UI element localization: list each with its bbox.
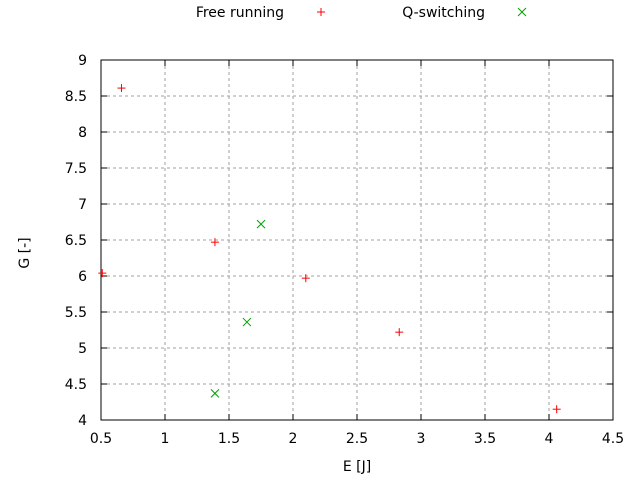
- cross-icon: [517, 7, 527, 17]
- legend: Free running Q-switching: [196, 5, 527, 21]
- x-tick-label: 3: [417, 431, 426, 447]
- legend-marker-cross: [517, 7, 527, 17]
- data-point-plus: [552, 405, 561, 414]
- data-point-plus: [98, 269, 107, 278]
- data-point-plus: [395, 328, 404, 337]
- grid: [100, 59, 614, 421]
- x-tick-label: 1: [161, 431, 170, 447]
- y-tick-label: 9: [78, 53, 87, 69]
- plus-icon: [317, 8, 325, 16]
- x-tick-label: 0.5: [90, 431, 112, 447]
- x-tick-label: 2: [289, 431, 298, 447]
- data-point-plus: [301, 274, 310, 283]
- x-tick-label: 3.5: [474, 431, 496, 447]
- x-tick-label: 2.5: [346, 431, 368, 447]
- y-axis-label: G [-]: [17, 237, 33, 268]
- y-tick-label: 7.5: [65, 161, 87, 177]
- data-point-cross: [210, 389, 220, 398]
- tick-labels: 0.5 1 1.5 2 2.5 3 3.5 4 4.5 4 4.5 5 5.5 6 6.5 7 7.5 8 8.5 9: [65, 53, 624, 447]
- data-point-plus: [117, 84, 126, 93]
- x-tick-label: 4.5: [602, 431, 624, 447]
- y-tick-label: 5: [78, 341, 87, 357]
- x-tick-label: 1.5: [218, 431, 240, 447]
- y-tick-label: 6.5: [65, 233, 87, 249]
- data-point-cross: [256, 219, 266, 229]
- y-tick-label: 5.5: [65, 305, 87, 321]
- legend-label-free-running: Free running: [196, 5, 284, 21]
- data-point-cross: [242, 317, 252, 327]
- data-point-plus: [210, 238, 219, 247]
- y-tick-label: 8: [78, 125, 87, 141]
- x-tick-label: 4: [545, 431, 554, 447]
- plot-border: [100, 59, 614, 421]
- legend-label-q-switching: Q-switching: [402, 5, 485, 21]
- y-tick-label: 4.5: [65, 377, 87, 393]
- y-tick-label: 7: [78, 197, 87, 213]
- y-tick-label: 8.5: [65, 89, 87, 105]
- x-axis-label: E [J]: [343, 459, 371, 475]
- data-points: [98, 84, 561, 414]
- y-tick-label: 4: [78, 413, 87, 429]
- y-tick-label: 6: [78, 269, 87, 285]
- legend-marker-plus: [317, 8, 325, 16]
